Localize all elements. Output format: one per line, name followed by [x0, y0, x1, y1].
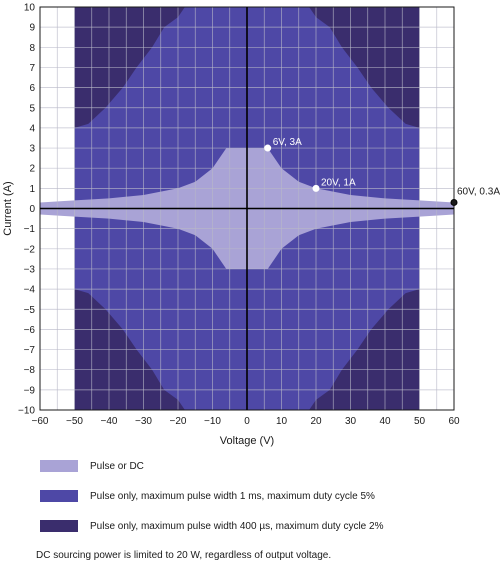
y-tick-label: −4	[24, 285, 36, 296]
legend-item-pulse-or-dc: Pulse or DC	[40, 458, 480, 474]
x-tick-label: −40	[101, 416, 118, 427]
y-tick-label: 1	[29, 184, 35, 195]
x-tick-label: −50	[66, 416, 83, 427]
annotation-point	[450, 198, 458, 206]
annotation-label: 20V, 1A	[321, 177, 356, 188]
y-tick-label: −1	[24, 224, 36, 235]
x-tick-label: −60	[32, 416, 49, 427]
y-axis-title: Current (A)	[2, 181, 14, 235]
x-tick-label: 20	[310, 416, 322, 427]
chart-legend: Pulse or DC Pulse only, maximum pulse wi…	[40, 458, 480, 548]
y-tick-label: −3	[24, 264, 36, 275]
x-tick-label: −10	[204, 416, 221, 427]
x-tick-label: 30	[345, 416, 357, 427]
legend-swatch-1ms-pulse	[40, 490, 78, 502]
annotation-point	[312, 184, 320, 192]
y-tick-label: 5	[29, 103, 35, 114]
y-tick-label: 2	[29, 164, 35, 175]
legend-label-400us-pulse: Pulse only, maximum pulse width 400 µs, …	[90, 520, 384, 532]
y-tick-label: 4	[29, 123, 35, 134]
legend-item-1ms-pulse: Pulse only, maximum pulse width 1 ms, ma…	[40, 488, 480, 504]
x-tick-label: 50	[414, 416, 426, 427]
y-tick-label: −7	[24, 345, 36, 356]
y-tick-label: −2	[24, 244, 36, 255]
footnote: DC sourcing power is limited to 20 W, re…	[36, 550, 332, 561]
y-tick-label: 8	[29, 43, 35, 54]
y-tick-label: −9	[24, 385, 36, 396]
x-tick-label: −20	[170, 416, 187, 427]
y-tick-label: 3	[29, 144, 35, 155]
x-tick-label: 10	[276, 416, 288, 427]
annotation-label: 60V, 0.3A	[457, 186, 500, 197]
x-tick-label: 40	[379, 416, 391, 427]
x-axis-title: Voltage (V)	[220, 435, 274, 447]
x-tick-label: 60	[448, 416, 460, 427]
legend-label-1ms-pulse: Pulse only, maximum pulse width 1 ms, ma…	[90, 490, 375, 502]
legend-swatch-pulse-or-dc	[40, 460, 78, 472]
y-tick-label: −6	[24, 325, 36, 336]
y-tick-label: 9	[29, 23, 35, 34]
y-tick-label: −5	[24, 305, 36, 316]
annotation-point	[264, 144, 272, 152]
y-tick-label: −8	[24, 365, 36, 376]
y-tick-label: 7	[29, 63, 35, 74]
y-tick-label: 10	[24, 3, 36, 14]
y-tick-label: 0	[29, 204, 35, 215]
y-tick-label: −10	[18, 406, 35, 417]
legend-label-pulse-or-dc: Pulse or DC	[90, 460, 144, 472]
x-tick-label: 0	[244, 416, 250, 427]
y-tick-label: 6	[29, 83, 35, 94]
x-tick-label: −30	[135, 416, 152, 427]
operating-region-chart: −60 −50 −40 −30 −20 −10 0 10 20 30 40 50 60−10−9−8−7…	[2, 3, 500, 448]
legend-swatch-400us-pulse	[40, 520, 78, 532]
legend-item-400us-pulse: Pulse only, maximum pulse width 400 µs, …	[40, 518, 480, 534]
annotation-label: 6V, 3A	[273, 137, 302, 148]
